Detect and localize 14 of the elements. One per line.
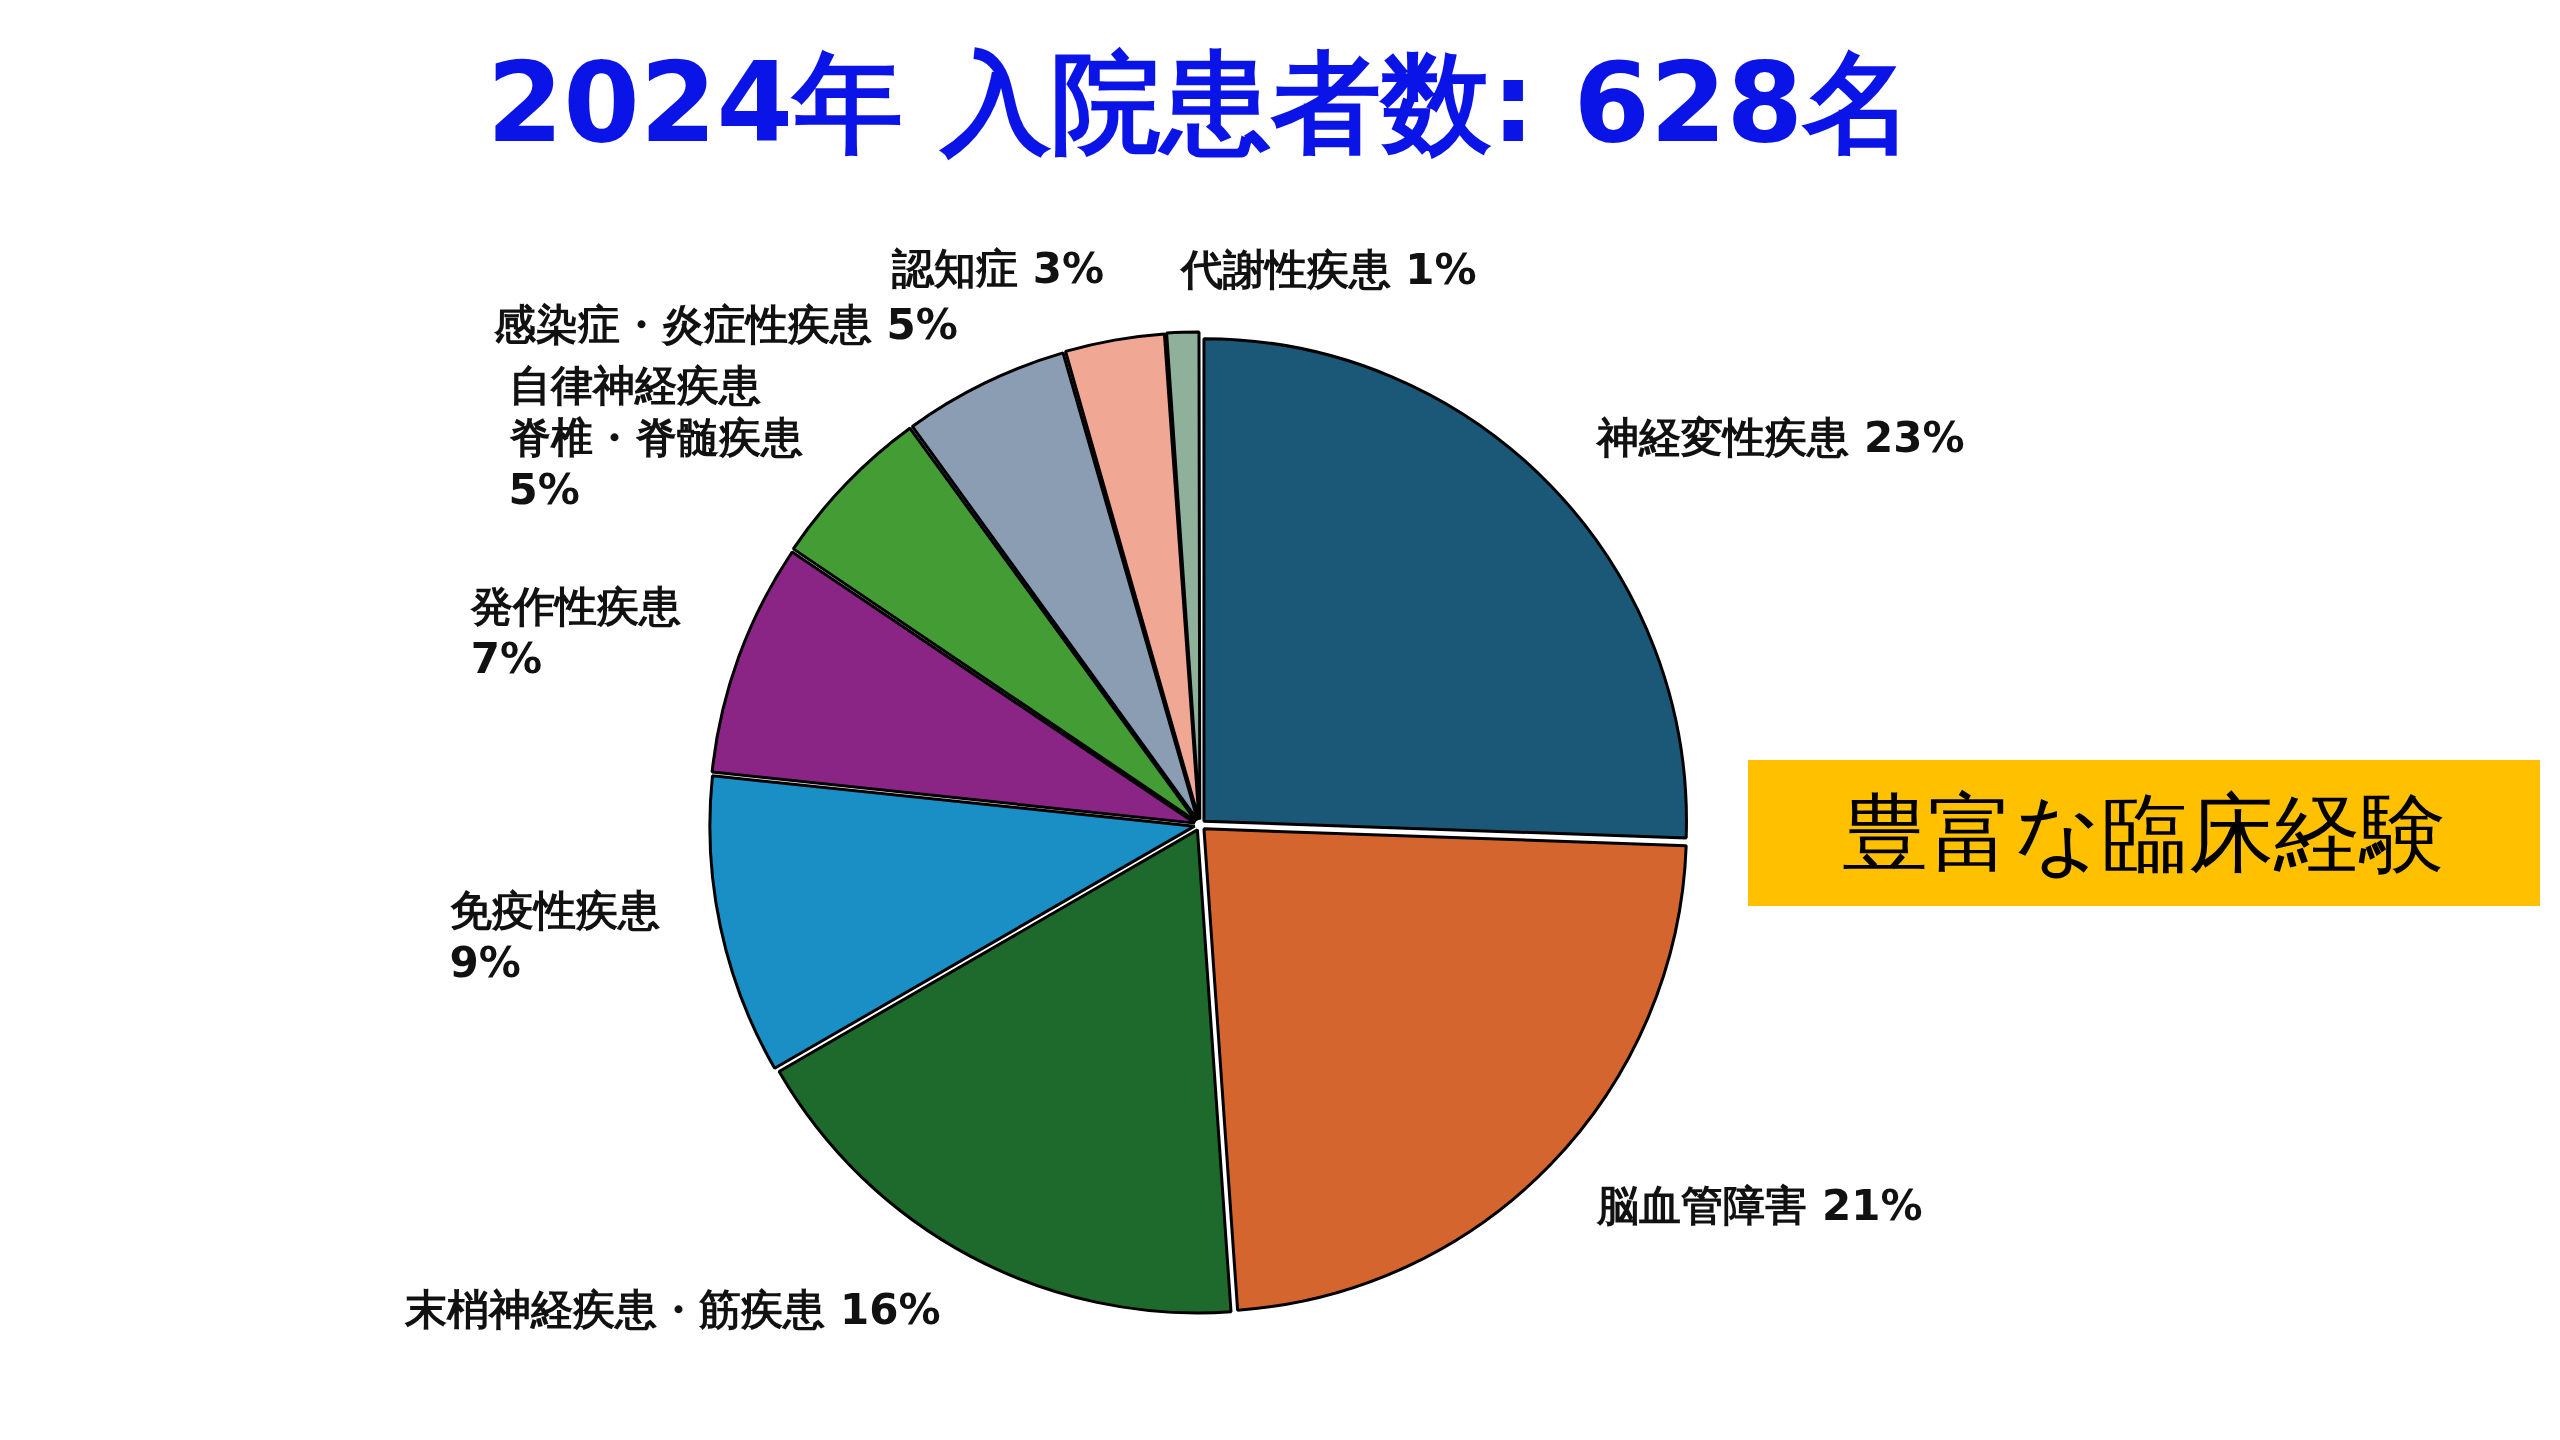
data-label: 9% — [449, 937, 521, 987]
slice-label: 免疫性疾患 — [449, 885, 660, 935]
slice-label: 自律神経疾患脊椎・脊髄疾患 — [508, 361, 803, 463]
slice-label: 感染症・炎症性疾患 5% — [492, 300, 958, 350]
slice-label: 脳血管障害 21% — [1596, 1180, 1923, 1230]
slice-label: 発作性疾患 — [469, 581, 681, 631]
slice-label: 神経変性疾患 23% — [1595, 413, 1965, 463]
slice-label: 代謝性疾患 1% — [1178, 244, 1477, 294]
slice-label: 認知症 3% — [891, 244, 1105, 294]
data-label: 5% — [508, 465, 580, 515]
data-label: 7% — [470, 633, 543, 683]
text: 豊富な臨床経験 — [1748, 760, 2540, 906]
slice-label: 末梢神経疾患・筋疾患 16% — [404, 1284, 941, 1334]
chart-title: 2024年 入院患者数: 628名 — [485, 38, 1915, 169]
